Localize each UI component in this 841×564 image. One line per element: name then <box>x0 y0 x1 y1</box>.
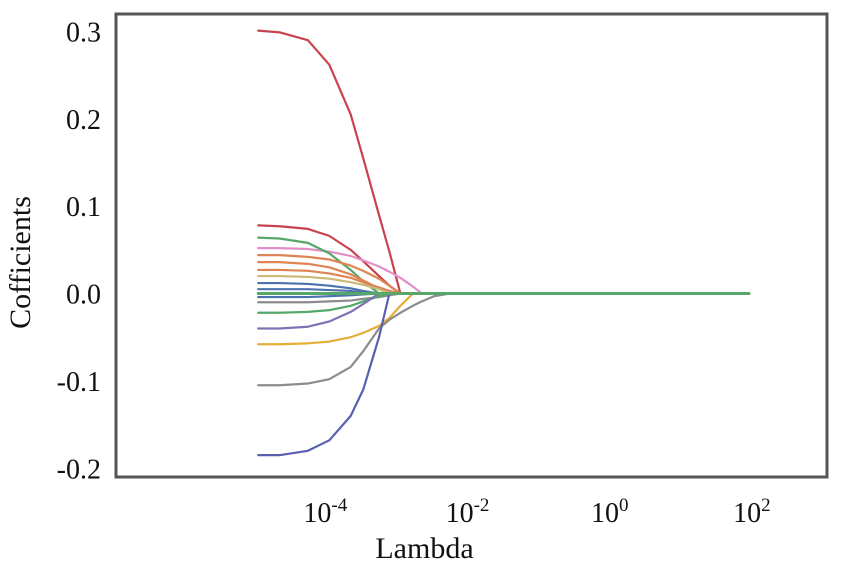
x-axis-ticks: 10-4 10-2 100 102 <box>303 495 770 529</box>
y-axis-title: Cofficients <box>4 196 37 329</box>
y-tick-label: 0.3 <box>66 17 101 48</box>
x-axis-title: Lambda <box>375 532 473 564</box>
series-line-14 <box>257 292 751 330</box>
x-tick-label: 10-4 <box>303 495 347 529</box>
y-tick-label: 0.1 <box>66 192 101 223</box>
y-tick-label: -0.2 <box>57 454 101 485</box>
series-line-9 <box>257 281 751 295</box>
y-tick-label: 0.0 <box>66 280 101 311</box>
y-tick-label: -0.1 <box>57 367 101 398</box>
x-tick-label: 100 <box>591 495 629 529</box>
y-axis-ticks: 0.3 0.2 0.1 0.0 -0.1 -0.2 <box>57 17 101 485</box>
series-line-17 <box>257 292 751 457</box>
plot-frame <box>114 12 829 479</box>
x-tick-label: 10-2 <box>446 495 490 529</box>
series-line-6 <box>257 261 751 295</box>
series-layer <box>256 29 751 457</box>
x-tick-label: 102 <box>733 495 771 529</box>
y-tick-label: 0.2 <box>66 105 101 136</box>
series-line-16 <box>257 292 751 387</box>
